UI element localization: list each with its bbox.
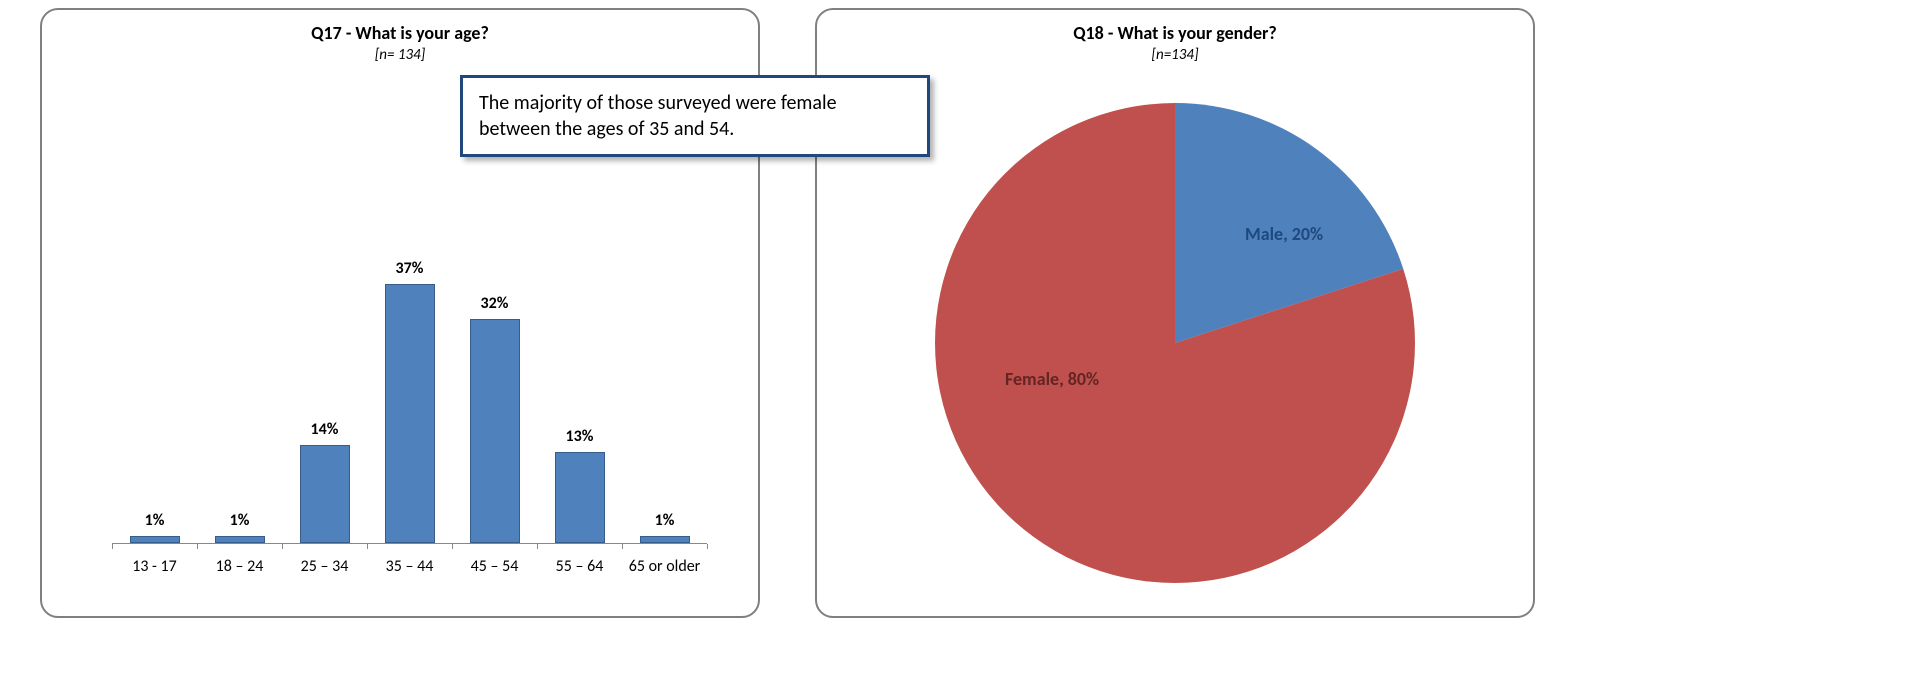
gender-chart-title: Q18 - What is your gender?: [817, 22, 1533, 44]
bar-category-label: 18 – 24: [197, 557, 282, 576]
bar-value-label: 13%: [537, 427, 622, 446]
bar: [130, 536, 180, 543]
pie-slice-label: Male, 20%: [1245, 223, 1323, 245]
axis-tick: [452, 544, 453, 549]
bar: [640, 536, 690, 543]
bar-value-label: 1%: [622, 511, 707, 530]
axis-tick: [537, 544, 538, 549]
age-chart-baseline: [112, 543, 707, 544]
axis-tick: [197, 544, 198, 549]
gender-chart-subtitle: [n=134]: [817, 46, 1533, 64]
bar-value-label: 1%: [112, 511, 197, 530]
pie-svg: [935, 103, 1415, 583]
gender-chart-plot: Male, 20% Female, 80%: [935, 103, 1415, 583]
bar-value-label: 37%: [367, 259, 452, 278]
axis-tick: [622, 544, 623, 549]
axis-tick: [367, 544, 368, 549]
axis-tick: [112, 544, 113, 549]
age-chart-subtitle: [n= 134]: [42, 46, 758, 64]
bar-value-label: 32%: [452, 294, 537, 313]
bar-category-label: 25 – 34: [282, 557, 367, 576]
bar: [300, 445, 350, 543]
bar-category-label: 45 – 54: [452, 557, 537, 576]
bar: [470, 319, 520, 543]
bar-category-label: 55 – 64: [537, 557, 622, 576]
pie-slice-label: Female, 80%: [1005, 368, 1099, 390]
bar-category-label: 65 or older: [622, 557, 707, 576]
axis-tick: [707, 544, 708, 549]
axis-tick: [282, 544, 283, 549]
summary-callout: The majority of those surveyed were fema…: [460, 75, 930, 157]
age-chart-title: Q17 - What is your age?: [42, 22, 758, 44]
bar: [385, 284, 435, 543]
bar-value-label: 14%: [282, 420, 367, 439]
bar-category-label: 13 - 17: [112, 557, 197, 576]
bar-value-label: 1%: [197, 511, 282, 530]
bar-category-label: 35 – 44: [367, 557, 452, 576]
age-chart-plot: 1% 13 - 17 1% 18 – 24 14% 25 – 34 37% 35 – 44 32…: [112, 96, 712, 576]
bar: [555, 452, 605, 543]
bar: [215, 536, 265, 543]
